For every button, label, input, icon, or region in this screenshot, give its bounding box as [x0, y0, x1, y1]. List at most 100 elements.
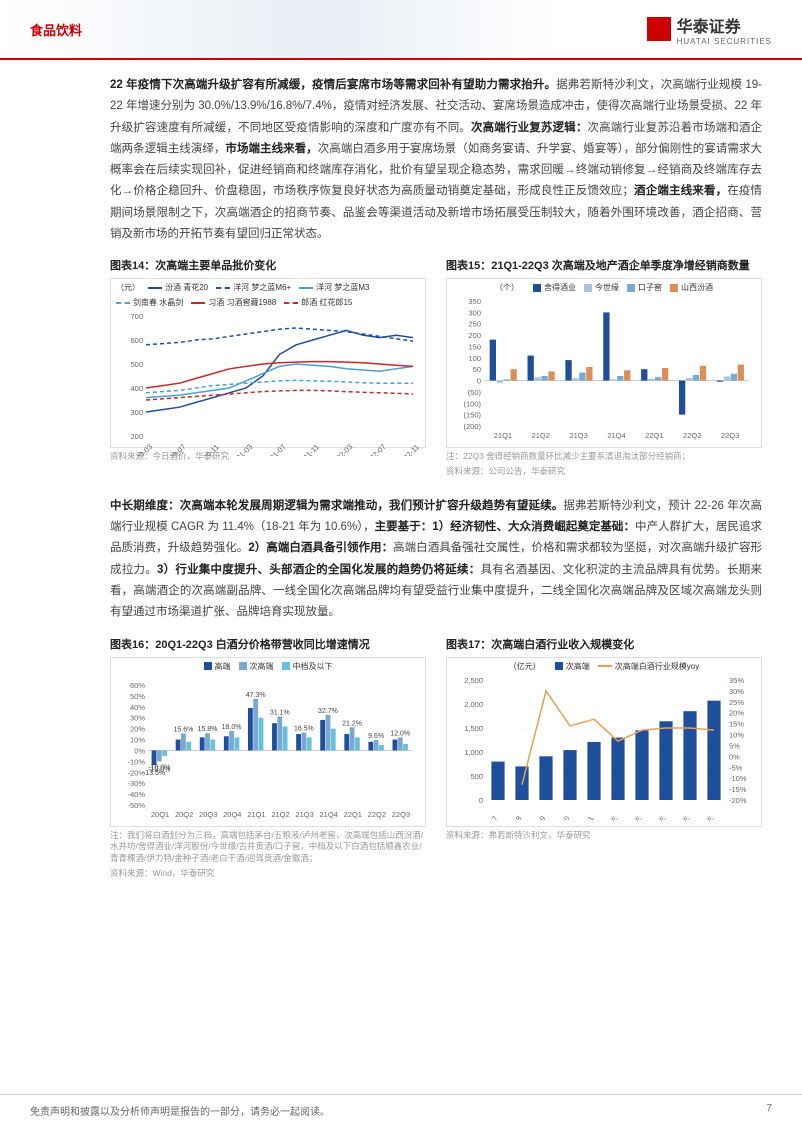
svg-text:22Q1: 22Q1: [645, 431, 663, 440]
svg-text:300: 300: [130, 408, 143, 417]
svg-text:500: 500: [470, 772, 483, 781]
svg-text:21Q1: 21Q1: [247, 810, 265, 819]
svg-text:2021: 2021: [580, 814, 596, 820]
svg-text:600: 600: [130, 336, 143, 345]
svg-text:40%: 40%: [130, 702, 145, 711]
svg-text:2026E: 2026E: [697, 814, 716, 820]
company-name: 华泰证券: [677, 13, 772, 37]
svg-text:350: 350: [468, 297, 481, 306]
svg-text:21Q2: 21Q2: [271, 810, 289, 819]
chart-15-note: 注：22Q3 舍得经销商数量环比减少主要系清退淘汰部分经销商；: [446, 451, 762, 463]
svg-text:21Q2: 21Q2: [532, 431, 550, 440]
svg-text:10%: 10%: [729, 730, 744, 739]
category-label: 食品饮料: [30, 20, 82, 39]
svg-text:12.0%: 12.0%: [390, 730, 410, 737]
page-number: 7: [766, 1103, 772, 1118]
svg-text:22Q3: 22Q3: [392, 810, 410, 819]
svg-text:60%: 60%: [130, 681, 145, 690]
svg-text:-10%: -10%: [729, 774, 747, 783]
svg-text:18.0%: 18.0%: [222, 723, 242, 730]
svg-text:-10%: -10%: [127, 757, 145, 766]
svg-text:21-11: 21-11: [301, 443, 321, 457]
page-footer: 免责声明和披露以及分析师声明是报告的一部分，请务必一起阅读。 7: [0, 1094, 802, 1118]
svg-text:0%: 0%: [134, 746, 145, 755]
paragraph-1: 22 年疫情下次高端升级扩容有所减缓，疫情后宴席市场等需求回补有望助力需求抬升。…: [110, 75, 762, 245]
svg-text:25%: 25%: [729, 697, 744, 706]
company-logo: 华泰证券 HUATAI SECURITIES: [647, 13, 772, 46]
svg-text:22Q2: 22Q2: [368, 810, 386, 819]
svg-text:30%: 30%: [130, 713, 145, 722]
disclaimer: 免责声明和披露以及分析师声明是报告的一部分，请务必一起阅读。: [30, 1103, 330, 1118]
svg-text:2024E: 2024E: [649, 814, 668, 820]
svg-text:2023E: 2023E: [625, 814, 644, 820]
svg-text:20%: 20%: [729, 708, 744, 717]
chart-14-svg: 20030040050060070020-0320-0720-1121-0321…: [111, 311, 425, 456]
logo-icon: [647, 17, 671, 41]
svg-text:35%: 35%: [729, 676, 744, 685]
chart-15-source: 资料来源：公司公告，华泰研究: [446, 466, 762, 478]
svg-text:22-03: 22-03: [335, 442, 355, 456]
svg-text:500: 500: [130, 360, 143, 369]
svg-text:22-11: 22-11: [401, 443, 421, 457]
svg-text:(150): (150): [463, 411, 481, 420]
svg-text:400: 400: [130, 384, 143, 393]
company-name-en: HUATAI SECURITIES: [677, 37, 772, 46]
svg-text:-20%: -20%: [729, 796, 747, 805]
svg-text:21Q1: 21Q1: [494, 431, 512, 440]
svg-text:21-03: 21-03: [234, 442, 254, 456]
svg-text:2,000: 2,000: [464, 700, 483, 709]
chart-16-source: 资料来源：Wind，华泰研究: [110, 868, 426, 880]
chart-15-svg: (200)(150)(100)(50)050100150200250300350…: [447, 296, 761, 441]
svg-text:31.1%: 31.1%: [270, 709, 290, 716]
svg-text:(50): (50): [468, 388, 482, 397]
page-header: 食品饮料 华泰证券 HUATAI SECURITIES: [0, 0, 802, 60]
chart-15-title: 图表15：21Q1-22Q3 次高端及地产酒企单季度净增经销商数量: [446, 257, 762, 273]
svg-text:(100): (100): [463, 399, 481, 408]
svg-text:300: 300: [468, 308, 481, 317]
svg-text:2022E: 2022E: [601, 814, 620, 820]
svg-text:10%: 10%: [130, 735, 145, 744]
svg-text:0%: 0%: [729, 752, 740, 761]
chart-16-title: 图表16：20Q1-22Q3 白酒分价格带营收同比增速情况: [110, 636, 426, 652]
svg-text:0: 0: [479, 796, 483, 805]
svg-text:22Q3: 22Q3: [721, 431, 739, 440]
svg-text:-15%: -15%: [729, 785, 747, 794]
svg-text:2025E: 2025E: [673, 814, 692, 820]
svg-text:1,500: 1,500: [464, 724, 483, 733]
chart-16-legend: 高端次高端中档及以下: [111, 658, 425, 675]
svg-text:2019: 2019: [532, 814, 548, 820]
svg-text:47.3%: 47.3%: [246, 691, 266, 698]
svg-text:1,000: 1,000: [464, 748, 483, 757]
svg-text:15.8%: 15.8%: [198, 726, 218, 733]
svg-text:20Q4: 20Q4: [223, 810, 241, 819]
chart-16-svg: -50%-40%-30%-20%-10%0%10%20%30%40%50%60%…: [111, 675, 425, 820]
svg-text:700: 700: [130, 312, 143, 321]
svg-text:9.6%: 9.6%: [368, 732, 384, 739]
svg-text:2020: 2020: [556, 814, 572, 820]
chart-17-svg: 0 500 1,000 1,500 2,000 2,500 -20% -15% -10% -5% 0…: [447, 675, 761, 820]
svg-text:21Q3: 21Q3: [569, 431, 587, 440]
svg-text:22Q2: 22Q2: [683, 431, 701, 440]
svg-text:2017: 2017: [484, 814, 500, 820]
chart-14-legend: （元）汾酒 青花20洋河 梦之蓝M6+洋河 梦之蓝M3剑南春 水晶剑习酒 习酒窖…: [111, 279, 425, 311]
svg-text:15.6%: 15.6%: [173, 726, 193, 733]
svg-text:20Q2: 20Q2: [175, 810, 193, 819]
chart-17-title: 图表17：次高端白酒行业收入规模变化: [446, 636, 762, 652]
svg-text:200: 200: [130, 432, 143, 441]
svg-text:20Q3: 20Q3: [199, 810, 217, 819]
chart-17-legend: （亿元）次高端次高端白酒行业规模yoy: [447, 658, 761, 675]
svg-text:2018: 2018: [508, 814, 524, 820]
svg-text:2,500: 2,500: [464, 676, 483, 685]
svg-text:-50%: -50%: [127, 801, 145, 810]
svg-text:100: 100: [468, 354, 481, 363]
svg-text:21Q4: 21Q4: [320, 810, 338, 819]
svg-text:5%: 5%: [729, 741, 740, 750]
svg-text:21-07: 21-07: [268, 442, 288, 456]
svg-text:-10.0%: -10.0%: [148, 766, 170, 773]
svg-text:50: 50: [473, 365, 481, 374]
svg-text:-30%: -30%: [127, 779, 145, 788]
chart-16: 图表16：20Q1-22Q3 白酒分价格带营收同比增速情况 高端次高端中档及以下…: [110, 636, 426, 881]
svg-text:30%: 30%: [729, 686, 744, 695]
svg-text:-5%: -5%: [729, 763, 743, 772]
svg-text:21.2%: 21.2%: [342, 720, 362, 727]
